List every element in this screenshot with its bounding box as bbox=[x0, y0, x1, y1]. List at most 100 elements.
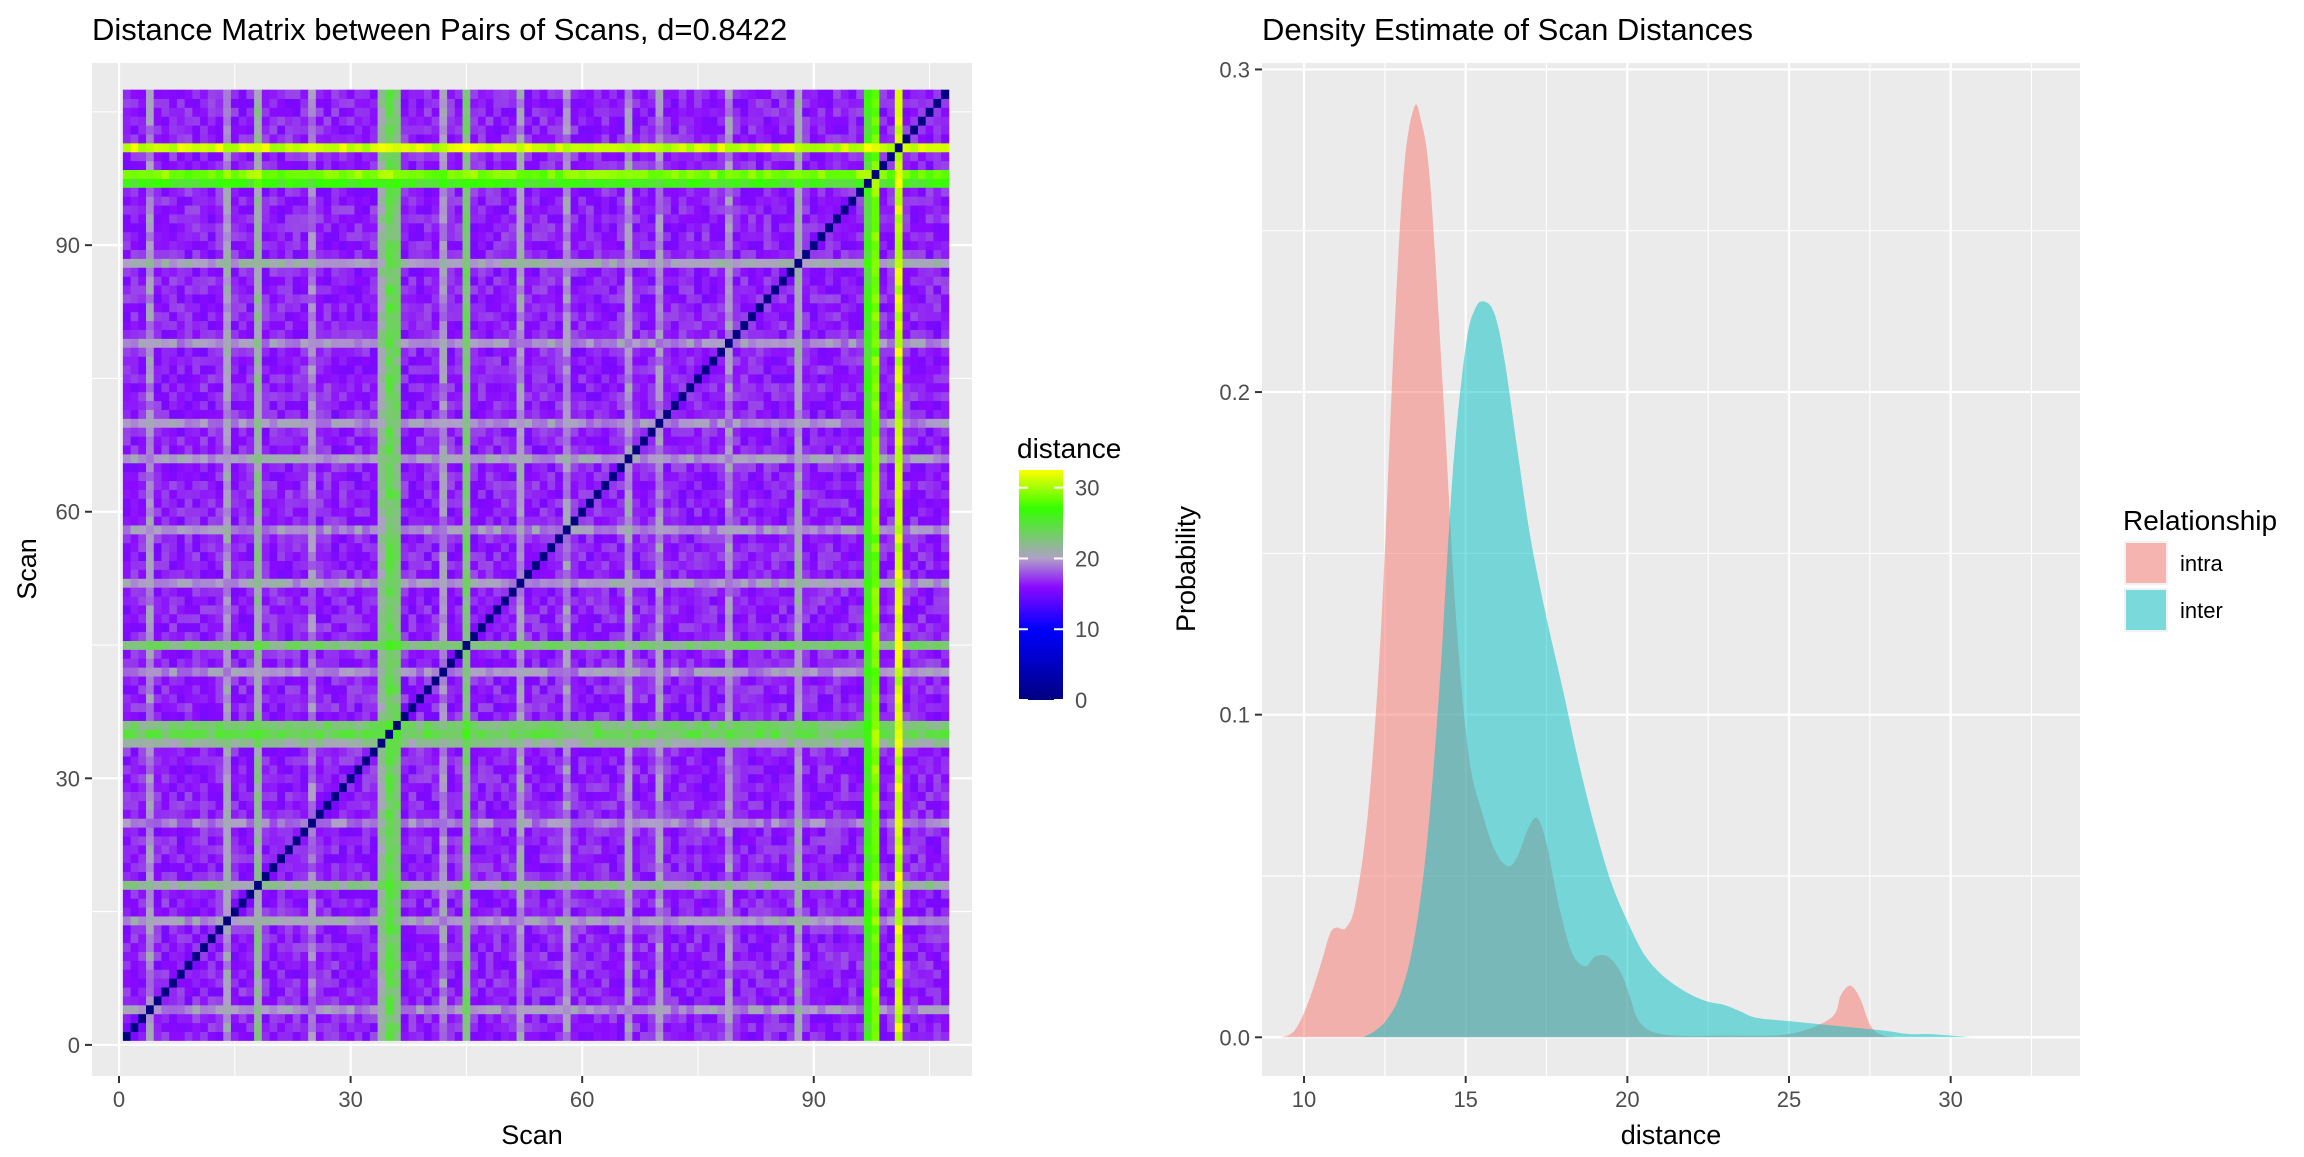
heatmap-cell bbox=[223, 996, 231, 1005]
heatmap-cell bbox=[239, 347, 247, 356]
heatmap-cell bbox=[354, 427, 362, 436]
heatmap-cell bbox=[270, 436, 278, 445]
heatmap-cell bbox=[339, 952, 347, 961]
heatmap-cell bbox=[154, 658, 162, 667]
heatmap-cell bbox=[231, 490, 239, 499]
heatmap-cell bbox=[161, 196, 169, 205]
heatmap-cell bbox=[439, 1014, 447, 1023]
heatmap-cell bbox=[262, 454, 270, 463]
heatmap-cell bbox=[239, 445, 247, 454]
heatmap-cell bbox=[192, 205, 200, 214]
heatmap-cell bbox=[192, 347, 200, 356]
heatmap-cell bbox=[393, 427, 401, 436]
heatmap-cell bbox=[470, 418, 478, 427]
heatmap-cell bbox=[138, 543, 146, 552]
heatmap-cell bbox=[385, 649, 393, 658]
heatmap-cell bbox=[146, 658, 154, 667]
heatmap-cell bbox=[185, 196, 193, 205]
heatmap-cell bbox=[223, 223, 231, 232]
heatmap-cell bbox=[262, 241, 270, 250]
heatmap-cell bbox=[169, 809, 177, 818]
heatmap-cell bbox=[362, 285, 370, 294]
heatmap-cell bbox=[270, 978, 278, 987]
heatmap-cell bbox=[270, 676, 278, 685]
heatmap-cell bbox=[331, 525, 339, 534]
heatmap-cell bbox=[177, 365, 185, 374]
heatmap-cell bbox=[270, 516, 278, 525]
heatmap-cell bbox=[432, 952, 440, 961]
heatmap-cell bbox=[408, 498, 416, 507]
heatmap-cell bbox=[161, 1023, 169, 1032]
heatmap-cell bbox=[300, 587, 308, 596]
heatmap-cell bbox=[293, 747, 301, 756]
heatmap-cell bbox=[370, 410, 378, 419]
heatmap-cell bbox=[270, 267, 278, 276]
heatmap-cell bbox=[146, 107, 154, 116]
heatmap-cell bbox=[270, 223, 278, 232]
heatmap-cell bbox=[339, 445, 347, 454]
heatmap-cell bbox=[285, 1005, 293, 1014]
heatmap-cell bbox=[154, 996, 162, 1005]
heatmap-cell bbox=[370, 801, 378, 810]
heatmap-cell bbox=[324, 809, 332, 818]
heatmap-cell bbox=[401, 881, 409, 890]
heatmap-cell bbox=[216, 445, 224, 454]
heatmap-cell bbox=[324, 427, 332, 436]
heatmap-cell bbox=[308, 401, 316, 410]
heatmap-cell bbox=[393, 196, 401, 205]
heatmap-cell bbox=[393, 383, 401, 392]
heatmap-cell bbox=[200, 898, 208, 907]
heatmap-cell bbox=[138, 747, 146, 756]
heatmap-cell bbox=[231, 330, 239, 339]
heatmap-cell bbox=[192, 321, 200, 330]
heatmap-cell bbox=[185, 854, 193, 863]
heatmap-cell bbox=[138, 338, 146, 347]
heatmap-cell bbox=[239, 525, 247, 534]
heatmap-cell bbox=[169, 605, 177, 614]
heatmap-cell bbox=[138, 445, 146, 454]
heatmap-cell bbox=[424, 187, 432, 196]
heatmap-cell bbox=[146, 632, 154, 641]
heatmap-cell bbox=[270, 90, 278, 99]
heatmap-cell bbox=[432, 170, 440, 179]
heatmap-cell bbox=[432, 978, 440, 987]
heatmap-cell bbox=[385, 827, 393, 836]
heatmap-cell bbox=[254, 561, 262, 570]
heatmap-cell bbox=[146, 303, 154, 312]
heatmap-cell bbox=[185, 410, 193, 419]
heatmap-cell bbox=[277, 605, 285, 614]
heatmap-cell bbox=[300, 934, 308, 943]
heatmap-cell bbox=[370, 685, 378, 694]
heatmap-cell bbox=[223, 578, 231, 587]
heatmap-cell bbox=[463, 952, 471, 961]
heatmap-cell bbox=[169, 250, 177, 259]
heatmap-cell bbox=[331, 632, 339, 641]
heatmap-cell bbox=[432, 392, 440, 401]
heatmap-cell bbox=[192, 1014, 200, 1023]
heatmap-cell bbox=[192, 570, 200, 579]
heatmap-cell bbox=[463, 561, 471, 570]
heatmap-cell bbox=[223, 241, 231, 250]
heatmap-cell bbox=[401, 116, 409, 125]
heatmap-cell bbox=[123, 632, 131, 641]
heatmap-cell bbox=[401, 943, 409, 952]
heatmap-cell bbox=[316, 241, 324, 250]
heatmap-cell bbox=[169, 516, 177, 525]
heatmap-cell bbox=[239, 179, 247, 188]
heatmap-cell bbox=[239, 534, 247, 543]
heatmap-cell bbox=[432, 463, 440, 472]
heatmap-cell bbox=[146, 205, 154, 214]
heatmap-cell bbox=[370, 356, 378, 365]
heatmap-cell bbox=[200, 116, 208, 125]
heatmap-cell bbox=[316, 872, 324, 881]
heatmap-cell bbox=[393, 801, 401, 810]
heatmap-cell bbox=[316, 445, 324, 454]
heatmap-cell bbox=[138, 481, 146, 490]
heatmap-cell bbox=[270, 463, 278, 472]
heatmap-cell bbox=[223, 543, 231, 552]
heatmap-cell bbox=[439, 570, 447, 579]
heatmap-cell bbox=[131, 285, 139, 294]
heatmap-cell bbox=[378, 845, 386, 854]
heatmap-cell bbox=[177, 889, 185, 898]
heatmap-cell bbox=[432, 525, 440, 534]
